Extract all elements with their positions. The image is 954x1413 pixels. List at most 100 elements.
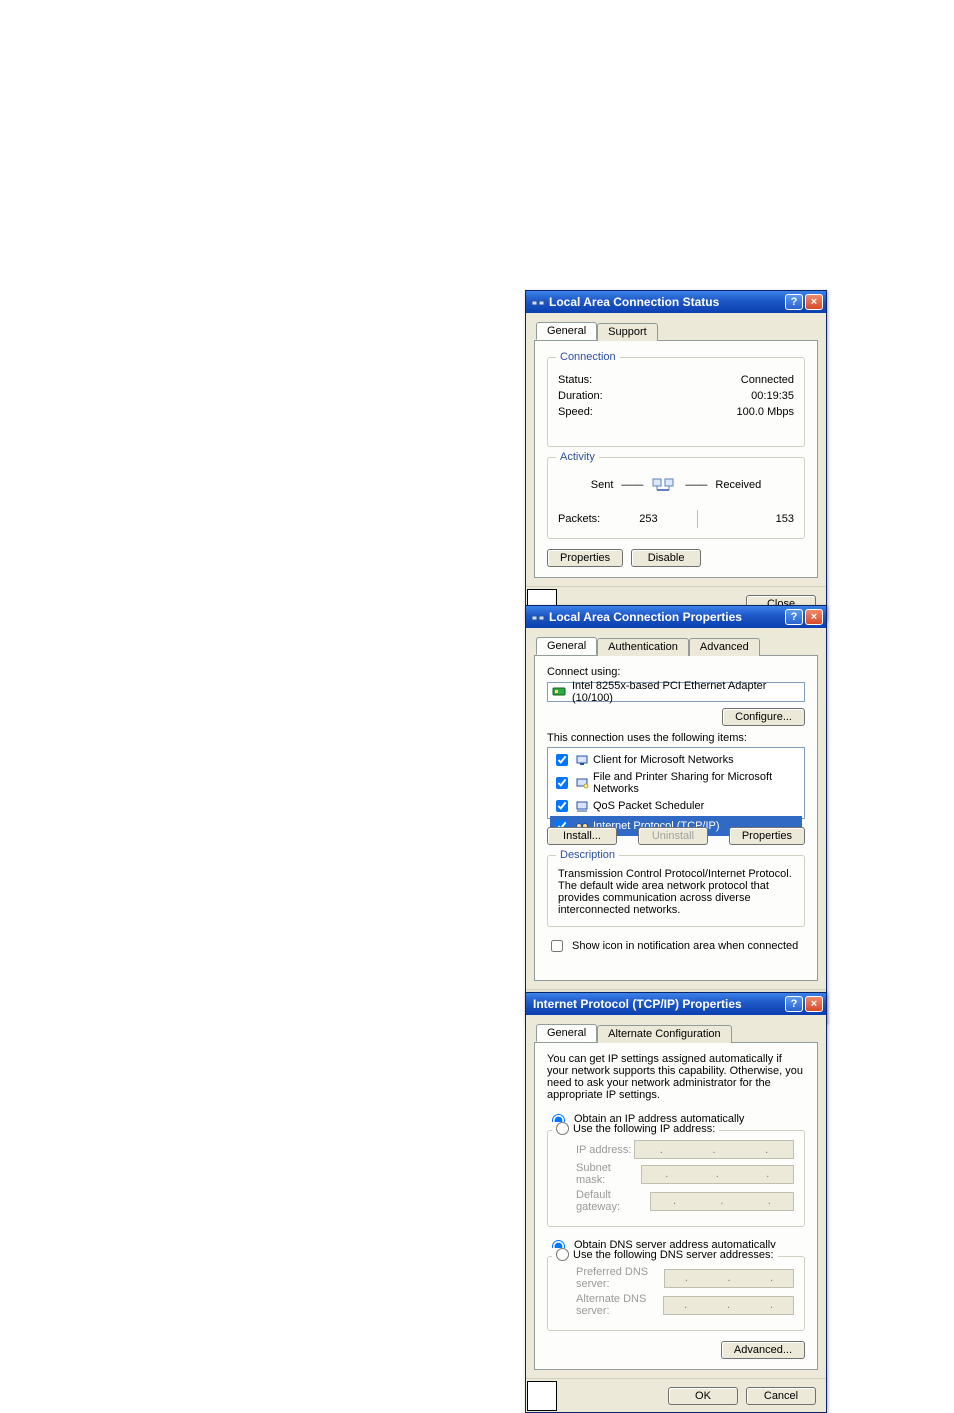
group-description: Description Transmission Control Protoco… xyxy=(547,855,805,927)
dash-left: —— xyxy=(621,479,643,491)
ip-address-field: ... xyxy=(634,1140,794,1159)
dialog-lan-properties: Local Area Connection Properties ? × Gen… xyxy=(525,605,827,1024)
tab-panel: Connect using: Intel 8255x-based PCI Eth… xyxy=(534,655,818,981)
items-label: This connection uses the following items… xyxy=(547,732,805,744)
ok-button[interactable]: OK xyxy=(668,1387,738,1405)
tab-general[interactable]: General xyxy=(536,637,597,655)
use-dns-radio[interactable] xyxy=(556,1248,569,1261)
pref-dns-label: Preferred DNS server: xyxy=(576,1266,664,1290)
tab-advanced[interactable]: Advanced xyxy=(689,638,760,656)
item-checkbox[interactable] xyxy=(556,777,568,789)
show-icon-label: Show icon in notification area when conn… xyxy=(572,940,798,952)
configure-button[interactable]: Configure... xyxy=(722,708,805,726)
duration-value: 00:19:35 xyxy=(751,390,794,402)
list-item[interactable]: Client for Microsoft Networks xyxy=(550,750,802,770)
subnet-field: ... xyxy=(641,1165,795,1184)
tab-general[interactable]: General xyxy=(536,322,597,340)
status-value: Connected xyxy=(741,374,794,386)
use-dns-label: Use the following DNS server addresses: xyxy=(573,1249,774,1261)
advanced-button[interactable]: Advanced... xyxy=(721,1341,805,1359)
adapter-icon xyxy=(552,686,566,698)
speed-value: 100.0 Mbps xyxy=(737,406,794,418)
tab-panel: Connection Status: Connected Duration: 00:… xyxy=(534,340,818,578)
legend-connection: Connection xyxy=(556,351,620,363)
ip-address-label: IP address: xyxy=(576,1144,631,1156)
window-title: Local Area Connection Status xyxy=(549,295,785,309)
legend-description: Description xyxy=(556,849,619,861)
close-icon[interactable]: × xyxy=(805,294,823,310)
dash-right: —— xyxy=(685,479,707,491)
window-title: Internet Protocol (TCP/IP) Properties xyxy=(533,997,785,1011)
duration-label: Duration: xyxy=(558,390,603,402)
client-area: General Authentication Advanced Connect … xyxy=(526,628,826,989)
dialog-lan-status: Local Area Connection Status ? × General… xyxy=(525,290,827,621)
alt-dns-label: Alternate DNS server: xyxy=(576,1293,663,1317)
install-button[interactable]: Install... xyxy=(547,827,617,845)
tabs: General Support xyxy=(534,322,818,341)
tab-panel: You can get IP settings assigned automat… xyxy=(534,1042,818,1370)
network-icon xyxy=(531,295,545,309)
properties-button[interactable]: Properties xyxy=(547,549,623,567)
properties-button[interactable]: Properties xyxy=(729,827,805,845)
tabs: General Alternate Configuration xyxy=(534,1024,818,1043)
connect-using-label: Connect using: xyxy=(547,666,805,678)
tab-general[interactable]: General xyxy=(536,1024,597,1042)
gateway-label: Default gateway: xyxy=(576,1189,650,1213)
use-ip-radio[interactable] xyxy=(556,1122,569,1135)
item-label: Client for Microsoft Networks xyxy=(593,754,734,766)
show-icon-checkbox[interactable] xyxy=(551,940,563,952)
close-icon[interactable]: × xyxy=(805,609,823,625)
received-label: Received xyxy=(715,479,761,491)
gateway-field: ... xyxy=(650,1192,794,1211)
disable-button[interactable]: Disable xyxy=(631,549,701,567)
tab-support[interactable]: Support xyxy=(597,323,658,341)
group-activity: Activity Sent —— —— Received Packets: 25… xyxy=(547,457,805,539)
use-ip-label: Use the following IP address: xyxy=(573,1123,715,1135)
help-button[interactable]: ? xyxy=(785,294,803,310)
sent-label: Sent xyxy=(591,479,614,491)
client-icon xyxy=(575,754,589,766)
item-label: File and Printer Sharing for Microsoft N… xyxy=(593,771,800,795)
help-button[interactable]: ? xyxy=(785,996,803,1012)
list-item[interactable]: QoS Packet Scheduler xyxy=(550,796,802,816)
corner-square xyxy=(527,1381,557,1411)
item-checkbox[interactable] xyxy=(556,800,568,812)
client-area: General Alternate Configuration You can … xyxy=(526,1015,826,1378)
items-listbox[interactable]: Client for Microsoft Networks File and Pr… xyxy=(547,747,805,819)
intro-text: You can get IP settings assigned automat… xyxy=(547,1053,805,1101)
window-title: Local Area Connection Properties xyxy=(549,610,785,624)
titlebar[interactable]: Local Area Connection Status ? × xyxy=(526,291,826,313)
packets-received: 153 xyxy=(698,513,794,525)
button-row: Properties Disable xyxy=(547,549,805,567)
bottom-bar: OK Cancel xyxy=(526,1378,826,1412)
status-label: Status: xyxy=(558,374,592,386)
help-button[interactable]: ? xyxy=(785,609,803,625)
packets-label: Packets: xyxy=(558,513,600,525)
group-connection: Connection Status:Connected Duration:00:… xyxy=(547,357,805,447)
adapter-name: Intel 8255x-based PCI Ethernet Adapter (… xyxy=(572,680,800,704)
uninstall-button[interactable]: Uninstall xyxy=(638,827,708,845)
tabs: General Authentication Advanced xyxy=(534,637,818,656)
qos-icon xyxy=(575,800,589,812)
dialog-tcpip-properties: Internet Protocol (TCP/IP) Properties ? … xyxy=(525,992,827,1413)
tab-alternate[interactable]: Alternate Configuration xyxy=(597,1025,732,1043)
activity-icon xyxy=(651,474,677,496)
description-text: Transmission Control Protocol/Internet P… xyxy=(558,868,794,916)
tab-authentication[interactable]: Authentication xyxy=(597,638,689,656)
share-icon xyxy=(575,777,589,789)
item-label: QoS Packet Scheduler xyxy=(593,800,704,812)
adapter-field[interactable]: Intel 8255x-based PCI Ethernet Adapter (… xyxy=(547,682,805,702)
network-icon xyxy=(531,610,545,624)
subnet-label: Subnet mask: xyxy=(576,1162,641,1186)
close-icon[interactable]: × xyxy=(805,996,823,1012)
pref-dns-field: ... xyxy=(664,1269,794,1288)
packets-sent: 253 xyxy=(600,513,696,525)
legend-activity: Activity xyxy=(556,451,599,463)
titlebar[interactable]: Local Area Connection Properties ? × xyxy=(526,606,826,628)
titlebar[interactable]: Internet Protocol (TCP/IP) Properties ? … xyxy=(526,993,826,1015)
list-item[interactable]: File and Printer Sharing for Microsoft N… xyxy=(550,770,802,796)
cancel-button[interactable]: Cancel xyxy=(746,1387,816,1405)
item-checkbox[interactable] xyxy=(556,754,568,766)
client-area: General Support Connection Status:Connec… xyxy=(526,313,826,586)
speed-label: Speed: xyxy=(558,406,593,418)
